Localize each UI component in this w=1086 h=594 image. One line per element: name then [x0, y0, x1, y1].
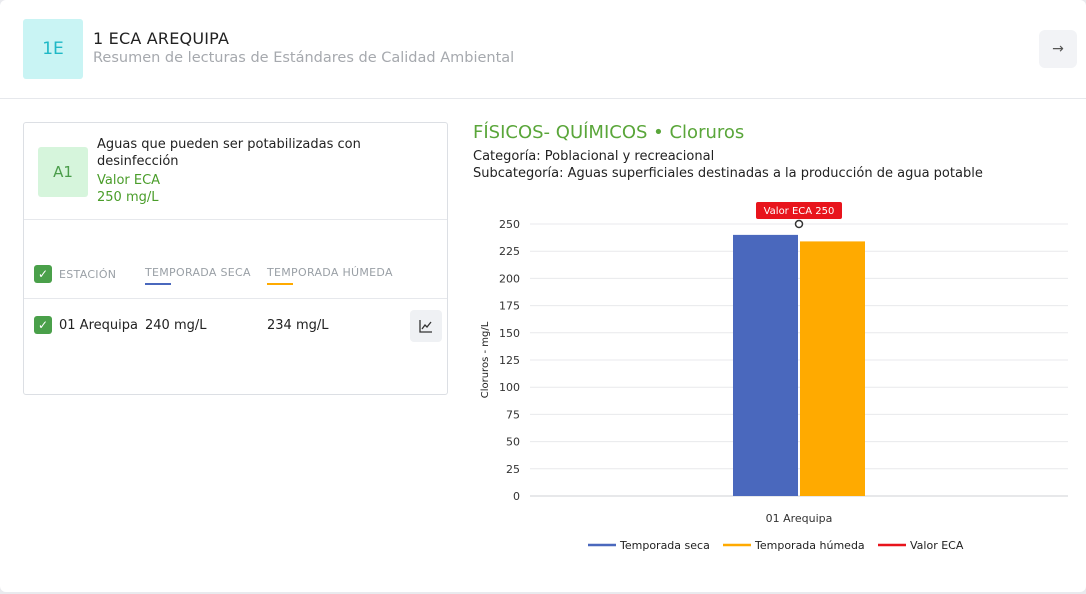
y-tick-label: 200	[499, 272, 520, 285]
y-tick-label: 150	[499, 327, 520, 340]
category-description: Aguas que pueden ser potabilizadas con d…	[97, 137, 361, 169]
x-tick-label: 01 Arequipa	[766, 512, 833, 525]
bar	[800, 241, 865, 496]
column-header-station: ESTACIÓN	[59, 268, 117, 281]
line-chart-icon	[419, 320, 432, 333]
station-checkbox[interactable]: ✓	[34, 316, 52, 334]
wet-series-swatch	[267, 283, 293, 285]
wet-value: 234 mg/L	[267, 318, 329, 333]
modal-header: 1E 1 ECA AREQUIPA Resumen de lecturas de…	[0, 0, 1086, 99]
y-tick-label: 25	[506, 463, 520, 476]
column-header-wet: TEMPORADA HÚMEDA	[267, 266, 393, 279]
legend-label: Temporada húmeda	[754, 539, 865, 552]
chart-title: FÍSICOS- QUÍMICOS • Cloruros	[473, 122, 745, 143]
eca-label: Valor ECA	[97, 173, 161, 188]
legend-label: Temporada seca	[619, 539, 710, 552]
eca-tooltip-label: Valor ECA 250	[764, 206, 835, 217]
column-header-dry: TEMPORADA SECA	[145, 266, 251, 279]
check-icon: ✓	[37, 318, 49, 332]
check-icon: ✓	[37, 267, 49, 281]
y-tick-label: 50	[506, 436, 520, 449]
eca-tooltip	[756, 202, 842, 219]
y-tick-label: 0	[513, 490, 520, 503]
legend-label: Valor ECA	[910, 539, 964, 552]
y-tick-label: 100	[499, 381, 520, 394]
station-avatar: 1E	[23, 19, 83, 79]
arrow-right-icon: →	[1052, 41, 1064, 57]
page-title: 1 ECA AREQUIPA	[93, 29, 230, 48]
eca-value: 250 mg/L	[97, 190, 159, 205]
bar	[733, 234, 798, 496]
chart-category: Categoría: Poblacional y recreacional	[473, 149, 715, 164]
y-tick-label: 75	[506, 408, 520, 421]
category-badge: A1	[38, 147, 88, 197]
y-tick-label: 225	[499, 245, 520, 258]
y-tick-label: 175	[499, 300, 520, 313]
divider	[24, 298, 447, 299]
dry-value: 240 mg/L	[145, 318, 207, 333]
divider	[24, 219, 447, 220]
select-all-checkbox[interactable]: ✓	[34, 265, 52, 283]
next-button[interactable]: →	[1039, 30, 1077, 68]
eca-marker	[794, 219, 804, 229]
y-axis-label: Cloruros - mg/L	[480, 321, 491, 398]
view-chart-button[interactable]	[410, 310, 442, 342]
page-subtitle: Resumen de lecturas de Estándares de Cal…	[93, 50, 515, 66]
eca-card: A1 Aguas que pueden ser potabilizadas co…	[23, 122, 448, 395]
station-name: 01 Arequipa	[59, 318, 138, 333]
y-tick-label: 125	[499, 354, 520, 367]
bar-chart: 0 25 50 75 100 125 150 175 200 225 250 Cloruros - m…	[480, 202, 1068, 552]
dry-series-swatch	[145, 283, 171, 285]
chart-subcategory: Subcategoría: Aguas superficiales destin…	[473, 166, 983, 181]
y-tick-label: 250	[499, 218, 520, 231]
